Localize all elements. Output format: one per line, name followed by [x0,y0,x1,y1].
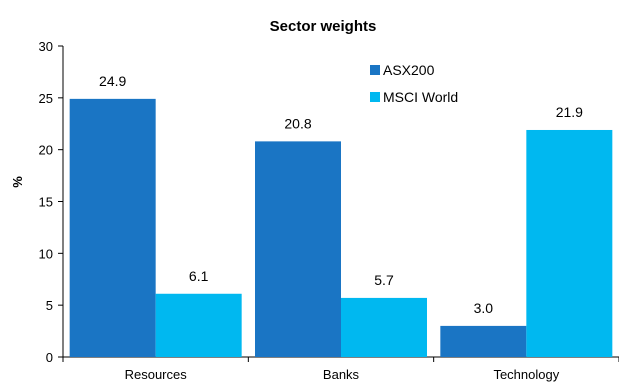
legend: ASX200 MSCI World [370,62,458,105]
y-tick-label: 15 [39,195,53,210]
bar [155,293,242,357]
data-label: 6.1 [189,268,209,284]
chart-title: Sector weights [270,18,377,35]
legend-swatch [370,92,380,102]
y-axis-label: % [10,176,25,188]
data-label: 20.8 [284,115,311,131]
bars [69,98,613,358]
bar [526,129,613,357]
x-axis: Resources Banks Technology [62,356,619,382]
x-tick-label: Technology [493,367,559,382]
x-tick-label: Banks [323,367,360,382]
data-label: 5.7 [374,272,394,288]
y-tick-label: 0 [46,350,53,365]
data-label: 24.9 [99,73,126,89]
data-label: 21.9 [556,104,583,120]
y-axis: 0 5 10 15 20 25 30 [39,39,64,365]
data-label: 3.0 [474,300,494,316]
bar [69,98,156,358]
legend-label: ASX200 [383,62,435,78]
data-labels: 24.9 6.1 20.8 5.7 3.0 21.9 [99,73,583,316]
bar [341,297,427,357]
y-tick-label: 25 [39,91,53,106]
x-tick-label: Resources [125,367,188,382]
y-tick-label: 20 [39,143,53,158]
legend-swatch [370,65,380,75]
bar [440,325,527,357]
legend-label: MSCI World [383,89,458,105]
y-tick-label: 30 [39,39,53,54]
y-tick-label: 10 [39,246,53,261]
bar [255,141,341,357]
y-tick-label: 5 [46,298,53,313]
